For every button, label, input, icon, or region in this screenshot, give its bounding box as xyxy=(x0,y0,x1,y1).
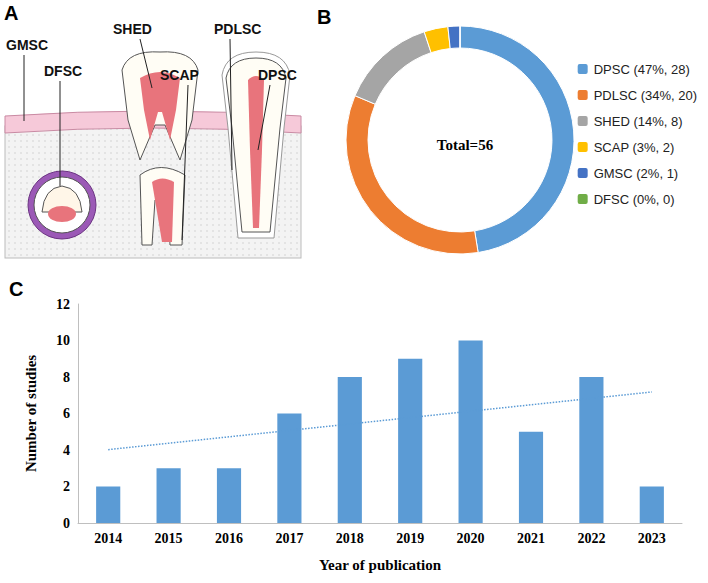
svg-text:DFSC (0%, 0): DFSC (0%, 0) xyxy=(594,192,675,207)
svg-text:PDLSC (34%, 20): PDLSC (34%, 20) xyxy=(594,88,697,103)
svg-text:8: 8 xyxy=(63,370,70,385)
svg-text:GMSC (2%, 1): GMSC (2%, 1) xyxy=(594,166,679,181)
svg-text:A: A xyxy=(4,2,18,24)
svg-text:4: 4 xyxy=(63,443,70,458)
svg-text:2022: 2022 xyxy=(577,531,605,546)
svg-text:DFSC: DFSC xyxy=(44,63,82,79)
svg-text:2018: 2018 xyxy=(336,531,364,546)
svg-text:DPSC: DPSC xyxy=(258,67,297,83)
svg-text:2020: 2020 xyxy=(457,531,485,546)
svg-text:6: 6 xyxy=(63,406,70,421)
svg-text:2015: 2015 xyxy=(155,531,183,546)
svg-text:0: 0 xyxy=(63,516,70,531)
svg-text:B: B xyxy=(317,6,331,28)
svg-text:PDLSC: PDLSC xyxy=(214,21,261,37)
svg-text:2021: 2021 xyxy=(517,531,545,546)
svg-text:2023: 2023 xyxy=(638,531,666,546)
svg-text:2016: 2016 xyxy=(215,531,243,546)
svg-text:2019: 2019 xyxy=(396,531,424,546)
svg-text:C: C xyxy=(9,278,23,300)
svg-text:10: 10 xyxy=(56,333,70,348)
svg-text:2014: 2014 xyxy=(94,531,122,546)
svg-text:2: 2 xyxy=(63,479,70,494)
svg-text:SHED: SHED xyxy=(113,21,152,37)
svg-text:2017: 2017 xyxy=(275,531,303,546)
svg-text:GMSC: GMSC xyxy=(6,37,48,53)
svg-text:Year of publication: Year of publication xyxy=(319,557,442,573)
svg-text:12: 12 xyxy=(56,297,70,312)
svg-text:SCAP (3%, 2): SCAP (3%, 2) xyxy=(594,140,675,155)
svg-text:Number of studies: Number of studies xyxy=(23,355,39,472)
svg-text:DPSC (47%, 28): DPSC (47%, 28) xyxy=(594,62,690,77)
svg-text:Total=56: Total=56 xyxy=(437,137,494,153)
svg-text:SCAP: SCAP xyxy=(160,67,199,83)
svg-text:SHED (14%, 8): SHED (14%, 8) xyxy=(594,114,683,129)
